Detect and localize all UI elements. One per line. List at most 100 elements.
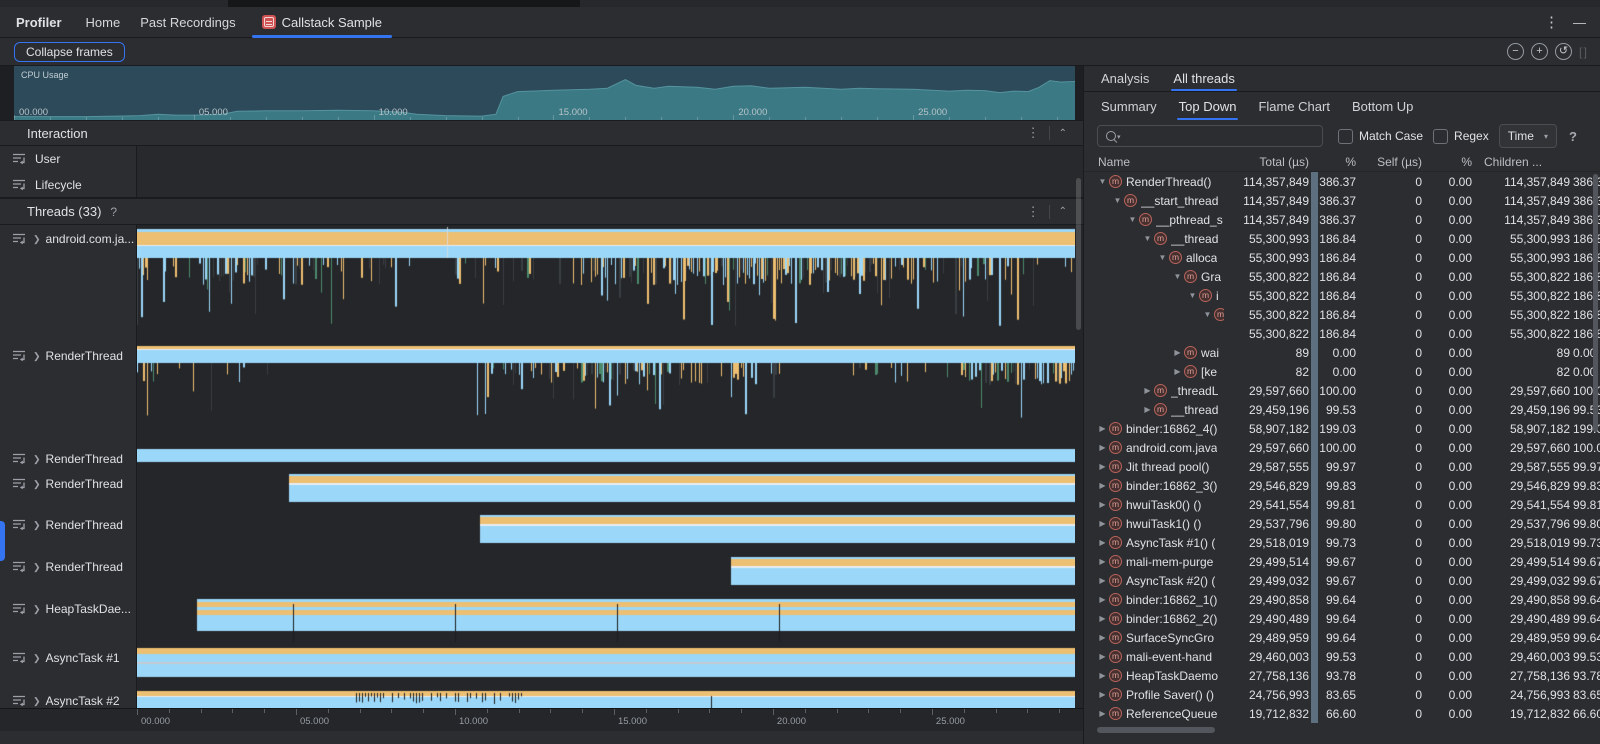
expand-chevron-icon[interactable]: ▼	[1203, 310, 1212, 319]
table-row[interactable]: ▶ m HeapTaskDaemo 27,758,136 93.78 0 0.00 27,75…	[1084, 666, 1600, 685]
column-header-total[interactable]: Total (µs)	[1259, 154, 1309, 169]
threads-kebab-icon[interactable]: ⋮	[1026, 203, 1040, 219]
timeline-vertical-scrollbar[interactable]	[1076, 178, 1081, 330]
interaction-collapse-chevron-icon[interactable]: ⌃	[1058, 127, 1067, 139]
column-header-self-pct[interactable]: %	[1461, 154, 1472, 169]
match-case-label[interactable]: Match Case	[1359, 129, 1424, 143]
lifecycle-events-track[interactable]	[137, 172, 1083, 197]
expand-chevron-icon[interactable]: ▶	[1099, 443, 1106, 452]
search-input[interactable]	[1097, 125, 1323, 147]
expand-chevron-icon[interactable]: ▶	[1099, 671, 1106, 680]
cpu-usage-chart[interactable]: CPU Usage 00.000 05.000 10.000 15.000 20.000…	[14, 66, 1075, 120]
expand-chevron-icon[interactable]: ▶	[1099, 595, 1106, 604]
table-row[interactable]: ▶ m __thread 29,459,196 99.53 0 0.00 29,459,196…	[1084, 400, 1600, 419]
expand-chevron-icon[interactable]: ▶	[1099, 557, 1106, 566]
thread-row[interactable]: ❯ RenderThread	[0, 511, 1083, 553]
column-header-children[interactable]: Children ...	[1484, 154, 1543, 169]
subtab-flame-chart[interactable]: Flame Chart	[1258, 98, 1330, 114]
interaction-row-lifecycle[interactable]: Lifecycle	[0, 172, 1083, 198]
thread-expand-chevron-icon[interactable]: ❯	[33, 233, 41, 244]
thread-expand-chevron-icon[interactable]: ❯	[33, 561, 41, 572]
expand-chevron-icon[interactable]: ▶	[1174, 367, 1181, 376]
thread-activity-chart[interactable]	[137, 470, 1083, 511]
table-row[interactable]: ▶ m AsyncTask #1() (29,518,019 99.73 0 0.00 29…	[1084, 533, 1600, 552]
table-vertical-scrollbar[interactable]	[1593, 174, 1598, 432]
table-row[interactable]: ▶ m Jit thread pool() 29,587,555 99.97 0 0.00 2…	[1084, 457, 1600, 476]
thread-row[interactable]: ❯ RenderThread	[0, 445, 1083, 470]
interaction-section-header[interactable]: Interaction ⋮ ⌃	[0, 120, 1083, 146]
thread-activity-chart[interactable]	[137, 644, 1083, 687]
interaction-row-user[interactable]: User	[0, 146, 1083, 172]
search-history-chevron-icon[interactable]: ▾	[1117, 134, 1121, 141]
table-row[interactable]: ▶ m _threadL 29,597,660 100.00 0 0.00 29,597,66…	[1084, 381, 1600, 400]
expand-chevron-icon[interactable]: ▶	[1099, 614, 1106, 623]
tab-all-threads[interactable]: All threads	[1171, 66, 1238, 91]
expand-chevron-icon[interactable]: ▼	[1158, 253, 1167, 262]
expand-chevron-icon[interactable]: ▶	[1144, 386, 1151, 395]
thread-expand-chevron-icon[interactable]: ❯	[33, 478, 41, 489]
thread-expand-chevron-icon[interactable]: ❯	[33, 695, 41, 706]
zoom-out-icon[interactable]: −	[1506, 43, 1524, 60]
threads-collapse-chevron-icon[interactable]: ⌃	[1058, 206, 1067, 217]
thread-activity-chart[interactable]	[137, 342, 1083, 445]
regex-checkbox[interactable]	[1433, 128, 1449, 144]
tab-callstack-sample[interactable]: Callstack Sample	[251, 7, 393, 38]
column-header-self[interactable]: Self (µs)	[1377, 154, 1422, 169]
expand-chevron-icon[interactable]: ▼	[1173, 272, 1182, 281]
match-case-checkbox[interactable]	[1338, 128, 1353, 144]
frame-selection-icon[interactable]: [ ]	[1578, 44, 1587, 59]
interaction-kebab-icon[interactable]: ⋮	[1026, 125, 1040, 140]
thread-activity-chart[interactable]	[137, 687, 1083, 708]
expand-chevron-icon[interactable]: ▶	[1099, 709, 1106, 718]
table-row[interactable]: ▶ m binder:16862_4() 58,907,182 199.03 0 0.00 5…	[1084, 419, 1600, 438]
subtab-top-down[interactable]: Top Down	[1176, 92, 1239, 120]
thread-label-cell[interactable]: ❯ RenderThread	[0, 553, 137, 595]
thread-activity-chart[interactable]	[137, 553, 1083, 595]
threads-section-header[interactable]: Threads (33) ? ⋮ ⌃	[0, 198, 1083, 225]
help-icon[interactable]: ?	[1568, 128, 1577, 144]
thread-row[interactable]: ❯ AsyncTask #2	[0, 687, 1083, 708]
thread-row[interactable]: ❯ android.com.ja...	[0, 225, 1083, 342]
reset-zoom-icon[interactable]: ↺	[1554, 43, 1572, 60]
table-row[interactable]: ▶ m hwuiTask0() () 29,541,554 99.81 0 0.00 29,5…	[1084, 495, 1600, 514]
window-menu-kebab-icon[interactable]: ⋮	[1544, 13, 1559, 31]
tab-analysis[interactable]: Analysis	[1101, 71, 1150, 86]
table-row[interactable]: ▶ m mali-mem-purge 29,499,514 99.67 0 0.00 29,4…	[1084, 552, 1600, 571]
table-row[interactable]: ▶ m mali-event-hand 29,460,003 99.53 0 0.00 29,…	[1084, 647, 1600, 666]
table-row[interactable]: ▶ m AsyncTask #2() (29,499,032 99.67 0 0.00 29…	[1084, 571, 1600, 590]
threads-help-icon[interactable]: ?	[110, 204, 118, 219]
thread-label-cell[interactable]: ❯ RenderThread	[0, 445, 137, 470]
thread-row[interactable]: ❯ RenderThread	[0, 470, 1083, 511]
expand-chevron-icon[interactable]: ▶	[1099, 481, 1106, 490]
thread-label-cell[interactable]: ❯ RenderThread	[0, 511, 137, 553]
table-row[interactable]: ▼ m __thread 55,300,993 186.84 0 0.00 55,300,99…	[1084, 229, 1600, 248]
expand-chevron-icon[interactable]: ▼	[1098, 177, 1107, 186]
table-row[interactable]: ▶ m SurfaceSyncGro 29,489,959 99.64 0 0.00 29,4…	[1084, 628, 1600, 647]
expand-chevron-icon[interactable]: ▶	[1099, 519, 1106, 528]
table-horizontal-scrollbar[interactable]	[1097, 727, 1215, 733]
table-row[interactable]: ▼mGra55,300,822186.8400.0055,300,822186.…	[1084, 267, 1600, 286]
expand-chevron-icon[interactable]: ▶	[1099, 652, 1106, 661]
table-row[interactable]: ▼ m __start_thread 114,357,849 386.37 0 0.00 11…	[1084, 191, 1600, 210]
table-row[interactable]: ▶ m android.com.java 29,597,660 100.00 0 0.00 2…	[1084, 438, 1600, 457]
column-header-pct[interactable]: %	[1345, 154, 1356, 169]
expand-chevron-icon[interactable]: ▼	[1188, 291, 1197, 300]
table-row[interactable]: ▶ m [ke 82 0.00 0 0.00 82 0.00	[1084, 362, 1600, 381]
regex-label[interactable]: Regex	[1454, 129, 1489, 143]
thread-activity-chart[interactable]	[137, 445, 1083, 470]
expand-chevron-icon[interactable]: ▶	[1099, 462, 1106, 471]
expand-chevron-icon[interactable]: ▼	[1113, 196, 1122, 205]
thread-activity-chart[interactable]	[137, 595, 1083, 644]
thread-expand-chevron-icon[interactable]: ❯	[33, 453, 41, 464]
expand-chevron-icon[interactable]: ▶	[1099, 690, 1106, 699]
thread-expand-chevron-icon[interactable]: ❯	[33, 603, 41, 614]
user-events-track[interactable]	[137, 146, 1083, 172]
column-header-name[interactable]: Name	[1098, 154, 1131, 169]
thread-row[interactable]: ❯ AsyncTask #1	[0, 644, 1083, 687]
expand-chevron-icon[interactable]: ▼	[1128, 215, 1137, 224]
table-row[interactable]: ▼ m alloca 55,300,993 186.84 0 0.00 55,300,993 1…	[1084, 248, 1600, 267]
thread-label-cell[interactable]: ❯ RenderThread	[0, 342, 137, 445]
